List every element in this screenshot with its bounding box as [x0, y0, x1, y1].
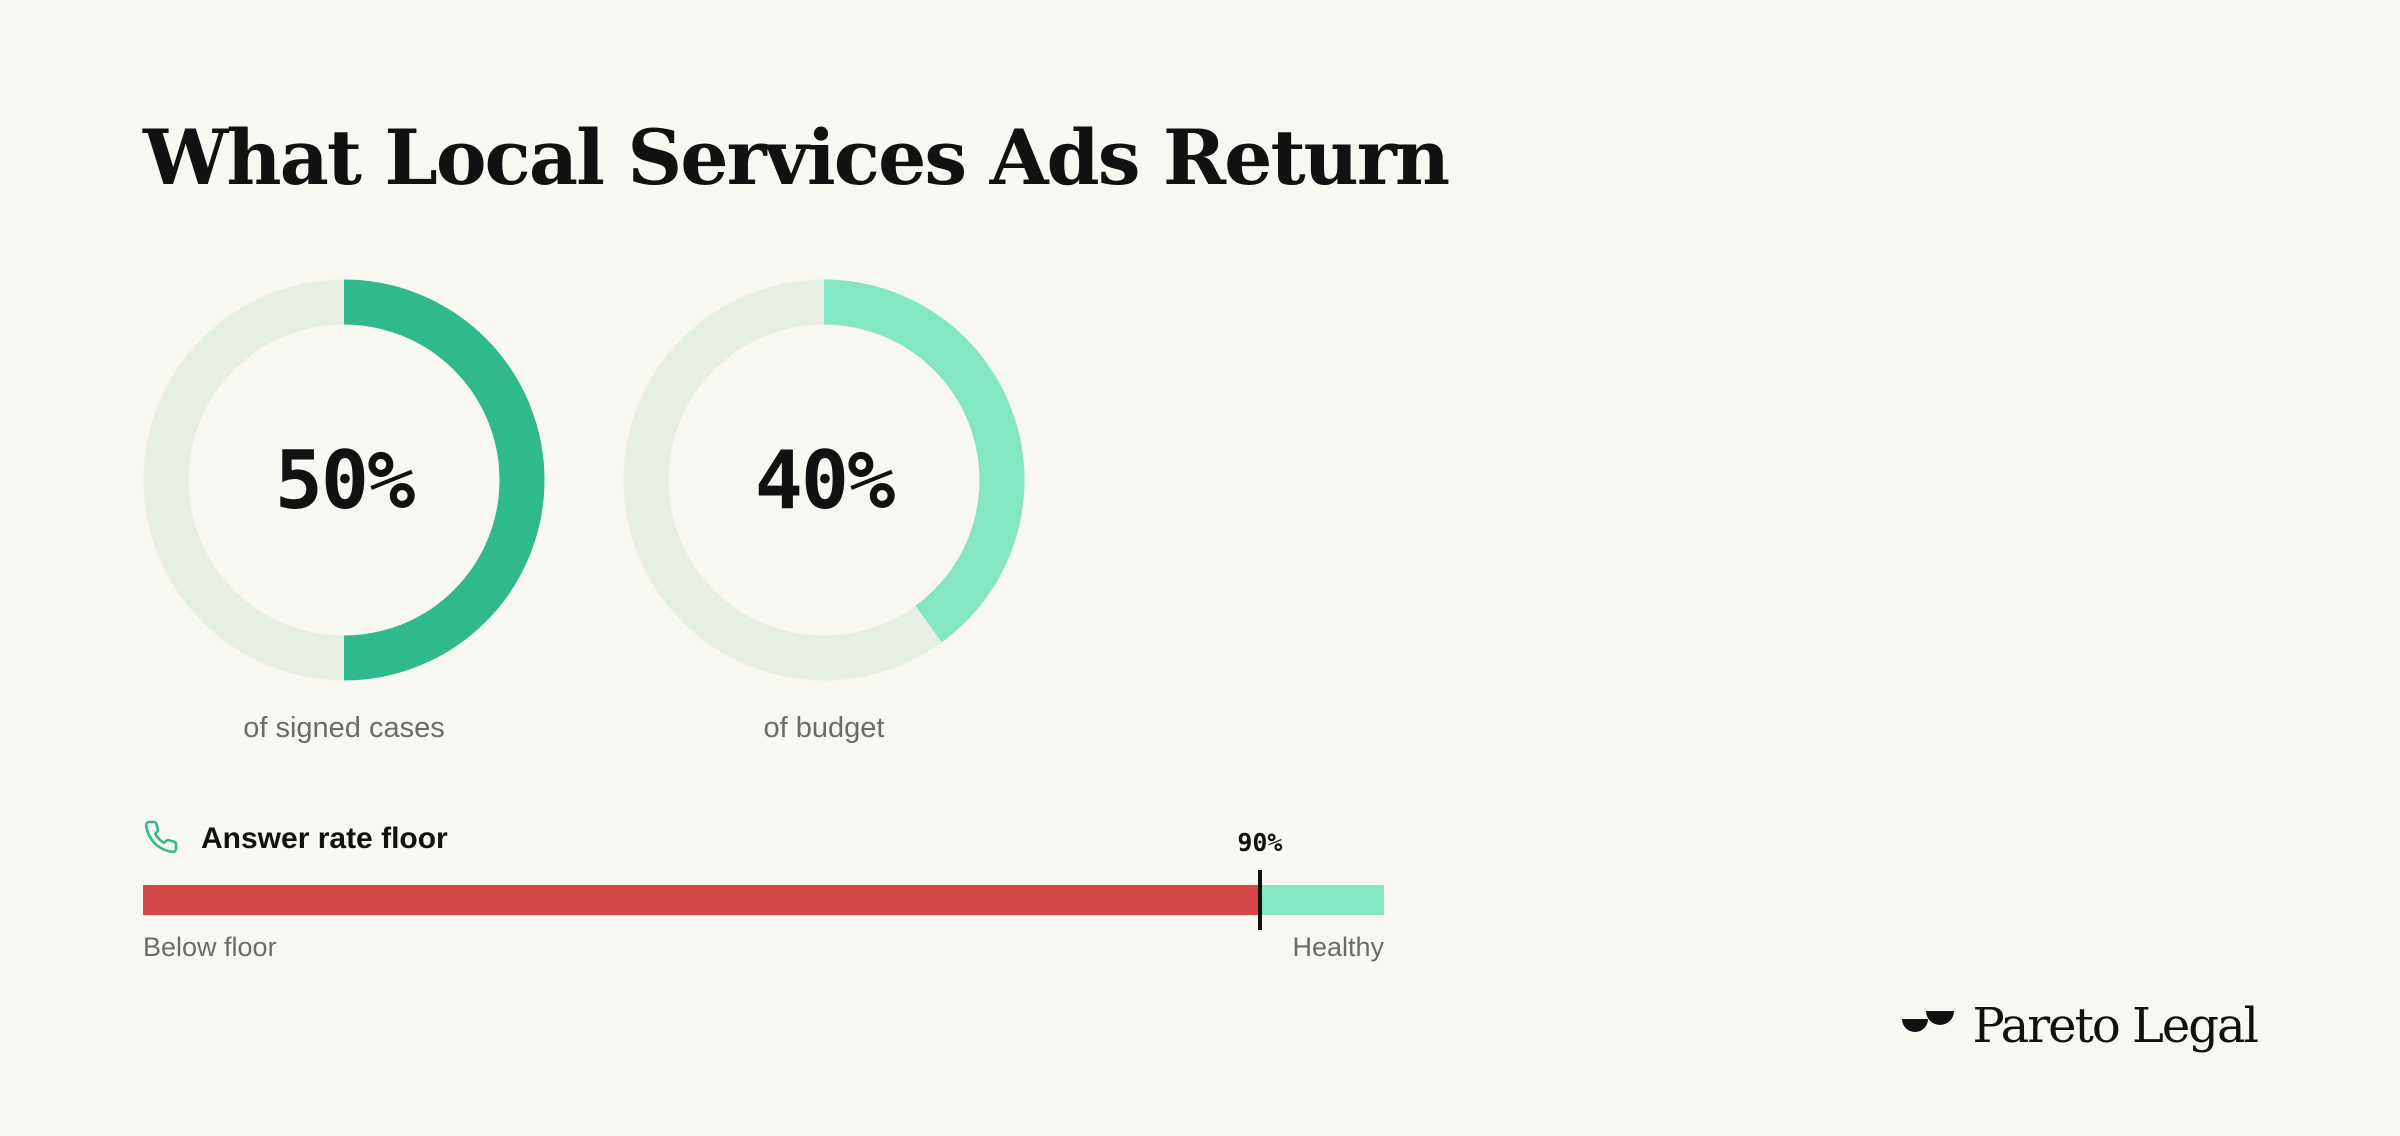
below-floor-segment	[143, 885, 1260, 915]
answer-rate-header: Answer rate floor	[143, 818, 448, 860]
brand-name: Pareto Legal	[1972, 998, 2259, 1054]
signed-cases-donut-chart	[143, 279, 545, 681]
page-title: What Local Services Ads Return	[143, 113, 1450, 202]
phone-icon	[143, 819, 179, 860]
budget-donut-chart	[623, 279, 1025, 681]
healthy-segment	[1259, 885, 1384, 915]
donut-arc	[823, 279, 1025, 643]
donut-caption: of budget	[763, 712, 885, 744]
donut-arc	[343, 279, 545, 681]
budget-donut: 40%	[623, 279, 1025, 681]
threshold-label: 90%	[1237, 828, 1283, 857]
answer-rate-bar	[143, 870, 1384, 930]
signed-cases-donut: 50%	[143, 279, 545, 681]
below-floor-label: Below floor	[143, 932, 277, 962]
pareto-logo-icon	[1902, 1007, 1955, 1046]
brand-logo: Pareto Legal	[1902, 996, 2259, 1056]
healthy-label: Healthy	[1292, 932, 1384, 962]
answer-rate-title: Answer rate floor	[201, 822, 448, 855]
donut-value: 40%	[754, 433, 896, 527]
donut-caption: of signed cases	[243, 712, 445, 744]
donut-value: 50%	[274, 433, 416, 527]
threshold-marker	[1257, 870, 1262, 930]
